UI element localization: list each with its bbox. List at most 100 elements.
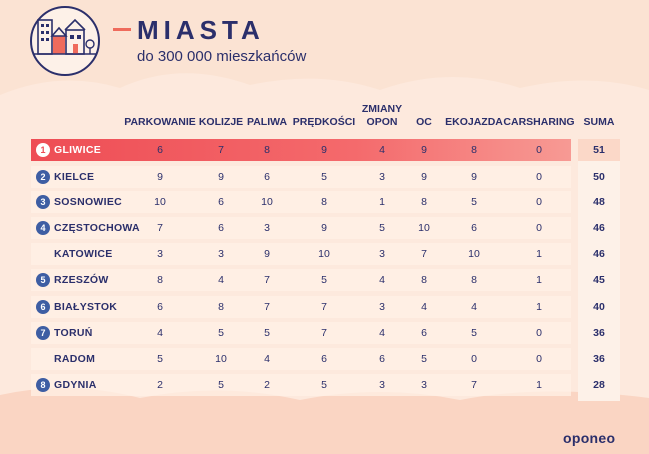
page-subtitle: do 300 000 mieszkańców (137, 48, 307, 65)
city-name: RZESZÓW (54, 274, 109, 286)
table-row: 2 KIELCE 9 9 6 5 3 9 9 0 (31, 166, 571, 188)
sum-cell: 28 (593, 379, 605, 391)
score-cell: 6 (157, 301, 163, 313)
city-name: GDYNIA (54, 379, 97, 391)
sum-cell: 45 (593, 274, 605, 286)
score-cell: 10 (215, 353, 227, 365)
score-cell: 6 (264, 171, 270, 183)
table-row: 7 TORUŃ 4 5 5 7 4 6 5 0 (31, 322, 571, 344)
score-cell: 8 (157, 274, 163, 286)
page-title: MIASTA (137, 15, 265, 45)
table-row: 1 GLIWICE 6 7 8 9 4 9 8 0 (31, 139, 571, 161)
city-name: SOSNOWIEC (54, 196, 123, 208)
score-cell: 6 (218, 196, 224, 208)
sum-cell: 36 (593, 353, 605, 365)
rank-badge: 2 (36, 170, 50, 184)
sum-cell: 36 (593, 327, 605, 339)
sum-cell: 46 (593, 222, 605, 234)
table-row: 5 RZESZÓW 8 4 7 5 4 8 8 1 (31, 269, 571, 291)
score-cell: 8 (218, 301, 224, 313)
score-cell: 0 (536, 196, 542, 208)
score-cell: 10 (468, 248, 480, 260)
score-cell: 5 (264, 327, 270, 339)
score-cell: 9 (471, 171, 477, 183)
column-header: PRĘDKOŚCI (292, 116, 356, 128)
score-cell: 1 (379, 196, 385, 208)
city-name: KIELCE (54, 171, 95, 183)
score-cell: 5 (321, 171, 327, 183)
score-cell: 0 (536, 353, 542, 365)
city-name: BIAŁYSTOK (54, 301, 118, 313)
rank-badge: 7 (36, 326, 50, 340)
score-cell: 10 (154, 196, 166, 208)
score-cell: 5 (157, 353, 163, 365)
score-cell: 8 (421, 274, 427, 286)
score-cell: 7 (264, 274, 270, 286)
score-cell: 1 (536, 379, 542, 391)
score-cell: 2 (264, 379, 270, 391)
score-cell: 0 (536, 144, 542, 156)
score-cell: 7 (471, 379, 477, 391)
score-cell: 2 (157, 379, 163, 391)
score-cell: 4 (379, 144, 385, 156)
sum-cell: 48 (593, 196, 605, 208)
score-cell: 9 (421, 144, 427, 156)
score-cell: 6 (321, 353, 327, 365)
score-cell: 9 (264, 248, 270, 260)
city-buildings-icon (30, 6, 100, 76)
score-cell: 5 (321, 379, 327, 391)
rank-badge: 6 (36, 300, 50, 314)
rank-badge: 3 (36, 195, 50, 209)
score-cell: 4 (157, 327, 163, 339)
table-row: 8 GDYNIA 2 5 2 5 3 3 7 1 (31, 374, 571, 396)
score-cell: 10 (318, 248, 330, 260)
score-cell: 7 (321, 327, 327, 339)
score-cell: 10 (418, 222, 430, 234)
sum-column-panel (578, 139, 620, 401)
score-cell: 5 (471, 327, 477, 339)
city-name: TORUŃ (54, 327, 93, 339)
score-cell: 9 (321, 222, 327, 234)
score-cell: 5 (218, 327, 224, 339)
score-cell: 3 (264, 222, 270, 234)
score-cell: 1 (536, 274, 542, 286)
score-cell: 5 (379, 222, 385, 234)
score-cell: 1 (536, 248, 542, 260)
sum-cell: 50 (593, 171, 605, 183)
score-cell: 0 (536, 171, 542, 183)
rank-badge: 1 (36, 143, 50, 157)
sum-cell: 46 (593, 248, 605, 260)
score-cell: 5 (218, 379, 224, 391)
score-cell: 4 (421, 301, 427, 313)
score-cell: 7 (264, 301, 270, 313)
column-header: PARKOWANIE (124, 116, 196, 128)
score-cell: 6 (421, 327, 427, 339)
score-cell: 5 (421, 353, 427, 365)
column-header: SUMA (583, 116, 615, 128)
score-cell: 3 (379, 248, 385, 260)
score-cell: 8 (421, 196, 427, 208)
score-cell: 8 (471, 274, 477, 286)
score-cell: 6 (379, 353, 385, 365)
column-header: EKOJAZDA (445, 116, 503, 128)
header: MIASTA do 300 000 mieszkańców (30, 6, 430, 76)
oponeo-logo: oponeo (563, 430, 616, 446)
score-cell: 7 (157, 222, 163, 234)
table-row: 4 CZĘSTOCHOWA 7 6 3 9 5 10 6 0 (31, 217, 571, 239)
score-cell: 3 (379, 171, 385, 183)
score-cell: 0 (536, 327, 542, 339)
score-cell: 9 (218, 171, 224, 183)
score-cell: 7 (321, 301, 327, 313)
rank-badge: 5 (36, 273, 50, 287)
score-cell: 1 (536, 301, 542, 313)
score-cell: 8 (471, 144, 477, 156)
rank-badge: 4 (36, 221, 50, 235)
city-name: GLIWICE (54, 144, 102, 156)
score-cell: 3 (157, 248, 163, 260)
score-cell: 9 (321, 144, 327, 156)
score-cell: 8 (264, 144, 270, 156)
score-cell: 3 (379, 301, 385, 313)
score-cell: 4 (379, 274, 385, 286)
title-accent-dash (113, 28, 131, 31)
sum-cell: 40 (593, 301, 605, 313)
